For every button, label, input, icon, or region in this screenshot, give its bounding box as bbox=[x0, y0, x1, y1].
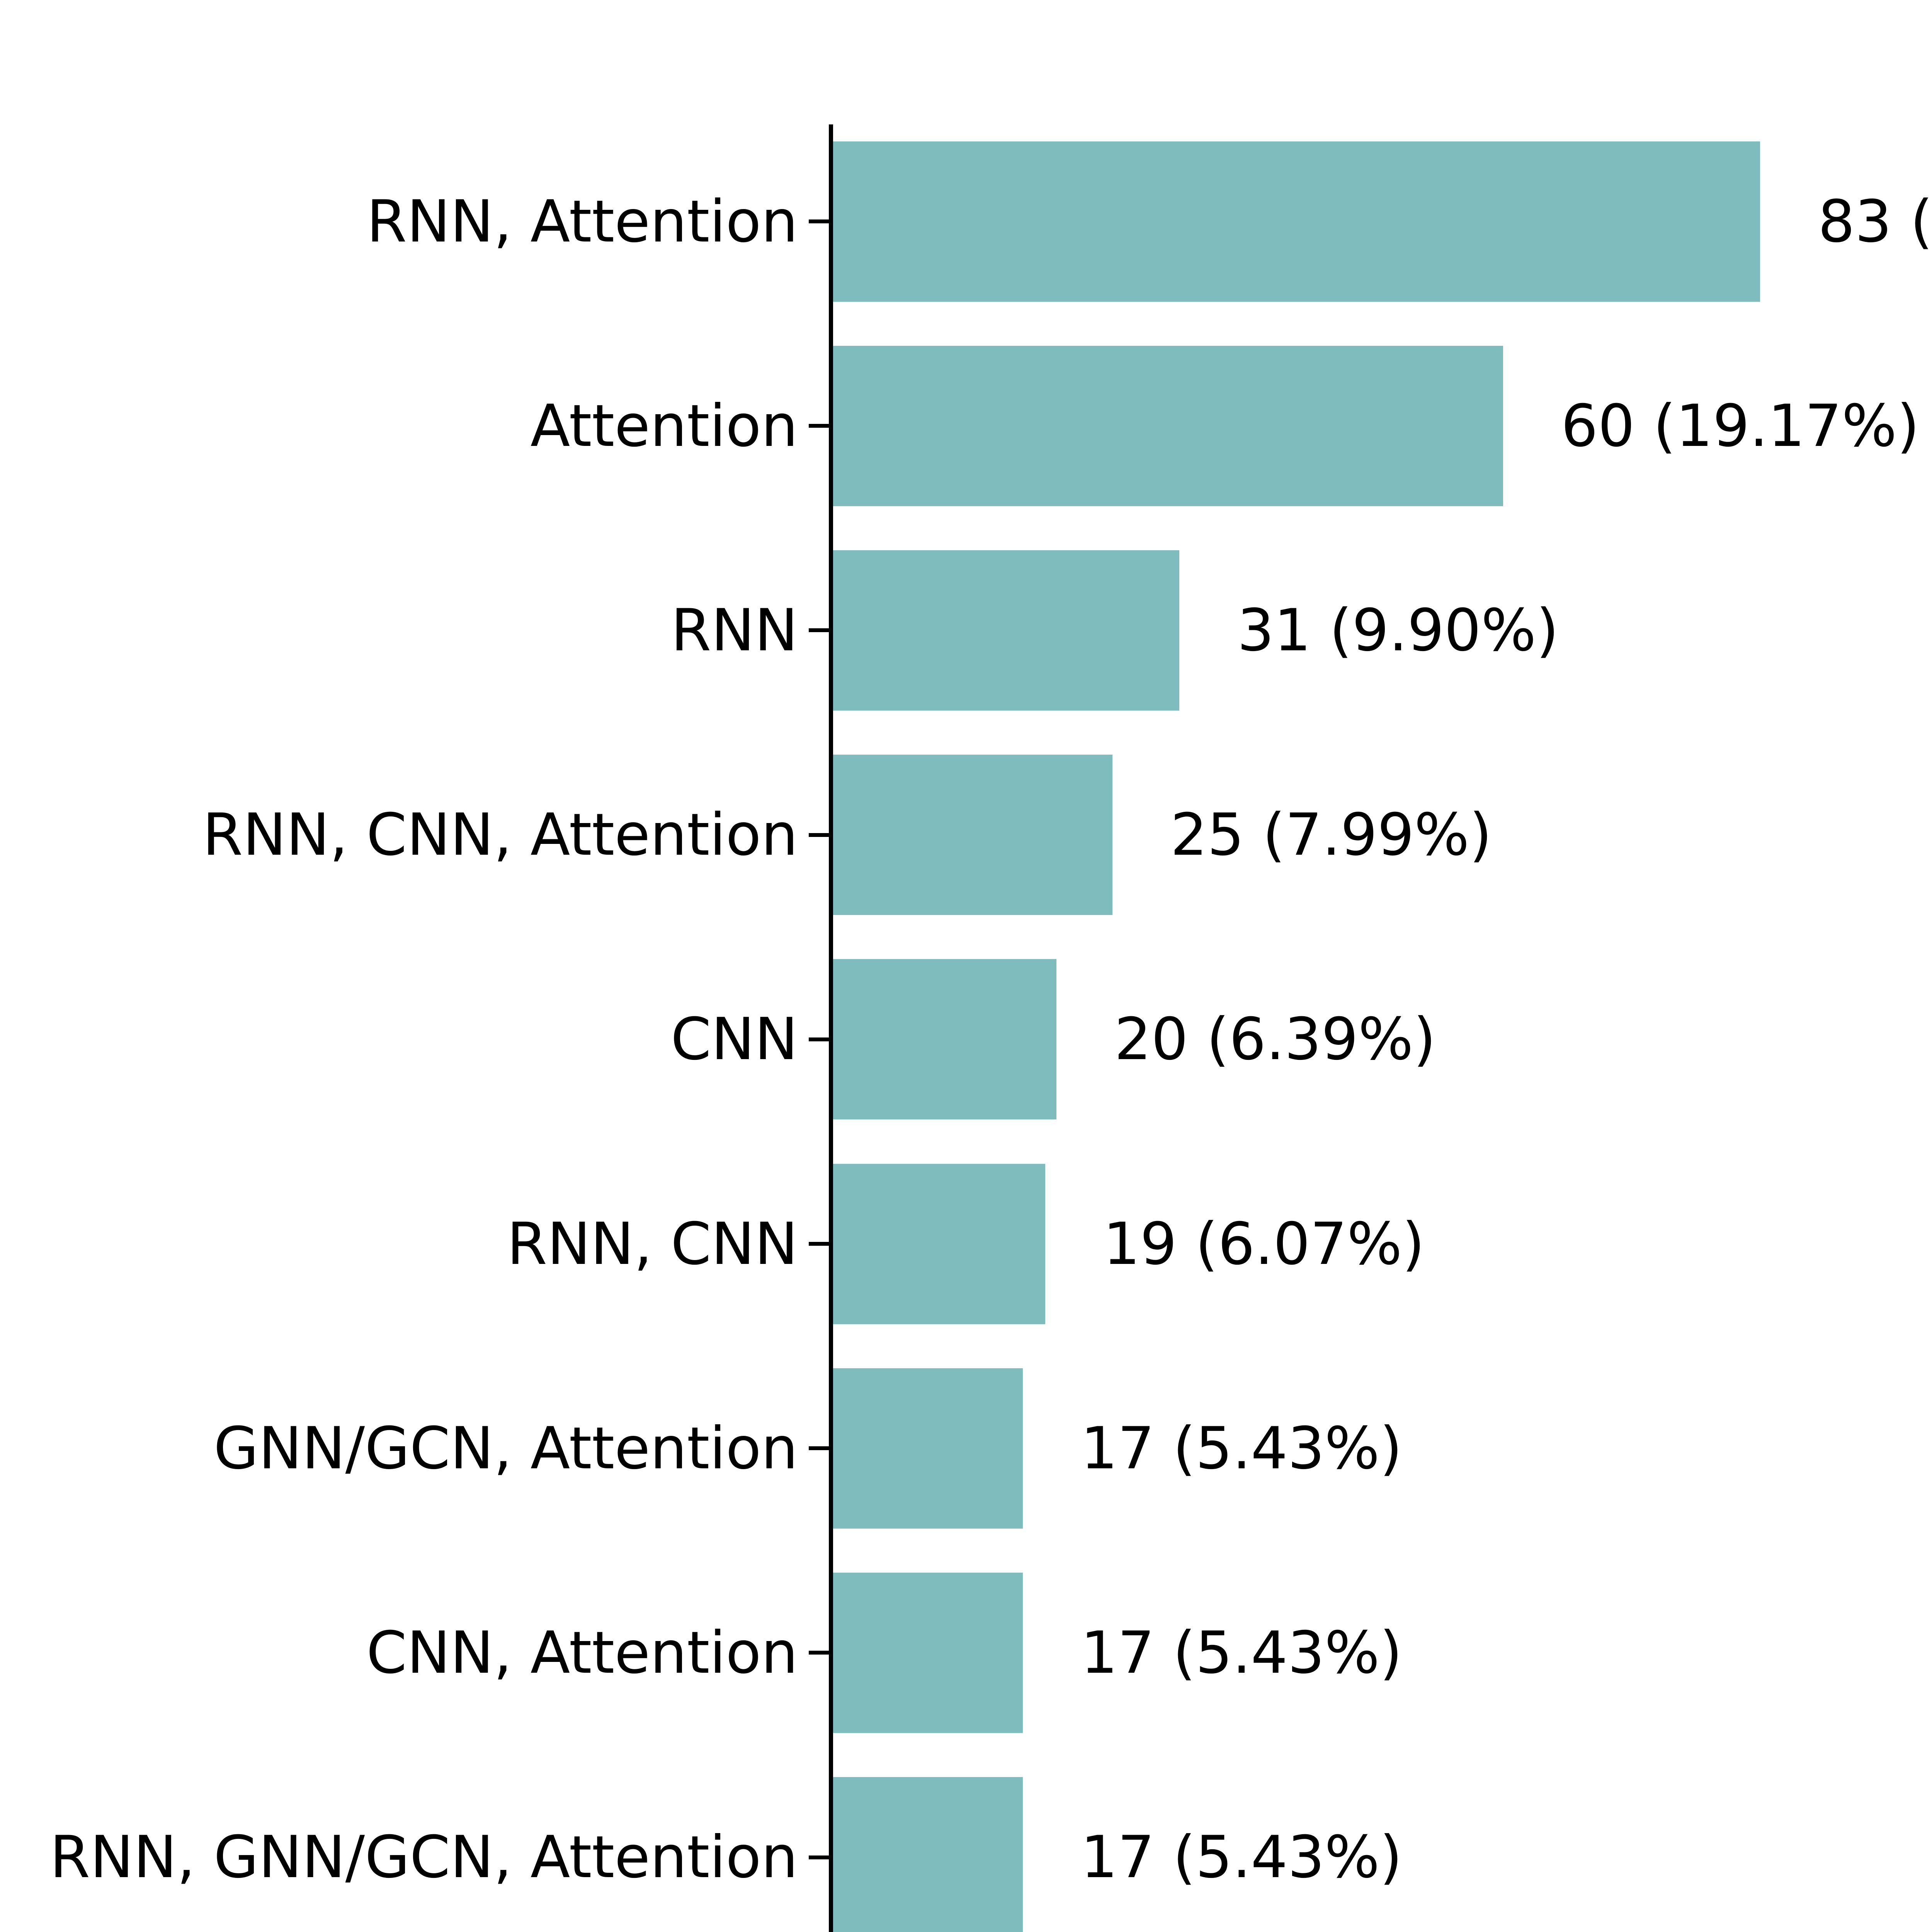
bar-3 bbox=[833, 550, 1179, 711]
value-label: 60 (19.17%) bbox=[1561, 392, 1920, 460]
category-label: Attention bbox=[530, 392, 798, 460]
value-label: 19 (6.07%) bbox=[1103, 1210, 1425, 1278]
category-label: CNN bbox=[670, 1005, 798, 1073]
y-tick bbox=[809, 628, 829, 632]
bar-6 bbox=[833, 1164, 1045, 1324]
y-tick bbox=[809, 1242, 829, 1246]
value-label: 17 (5.43%) bbox=[1081, 1415, 1403, 1482]
bar-5 bbox=[833, 959, 1056, 1119]
y-tick bbox=[809, 1651, 829, 1655]
bar-9 bbox=[833, 1777, 1023, 1932]
value-label: 31 (9.90%) bbox=[1237, 597, 1559, 664]
category-label: CNN, Attention bbox=[366, 1619, 798, 1687]
bar-7 bbox=[833, 1368, 1023, 1529]
category-label: RNN, CNN bbox=[507, 1210, 798, 1278]
category-label: RNN, CNN, Attention bbox=[202, 801, 798, 869]
y-axis-spine bbox=[829, 124, 833, 1932]
category-label: GNN/GCN, Attention bbox=[213, 1415, 798, 1482]
y-tick bbox=[809, 1037, 829, 1041]
value-label: 17 (5.43%) bbox=[1081, 1823, 1403, 1891]
category-label: RNN bbox=[671, 597, 798, 664]
bar-2 bbox=[833, 346, 1503, 506]
y-tick bbox=[809, 424, 829, 428]
value-label: 25 (7.99%) bbox=[1170, 801, 1492, 869]
y-tick bbox=[809, 833, 829, 837]
category-label: RNN, Attention bbox=[366, 188, 798, 255]
value-label: 17 (5.43%) bbox=[1081, 1619, 1403, 1687]
bar-8 bbox=[833, 1573, 1023, 1733]
y-tick bbox=[809, 1446, 829, 1450]
category-label: RNN, GNN/GCN, Attention bbox=[49, 1823, 798, 1891]
y-tick bbox=[809, 1855, 829, 1859]
y-tick bbox=[809, 219, 829, 223]
bar-1 bbox=[833, 141, 1760, 302]
value-label: 20 (6.39%) bbox=[1114, 1005, 1436, 1073]
bar-4 bbox=[833, 755, 1112, 915]
value-label: 83 (26.52%) bbox=[1818, 188, 1932, 255]
